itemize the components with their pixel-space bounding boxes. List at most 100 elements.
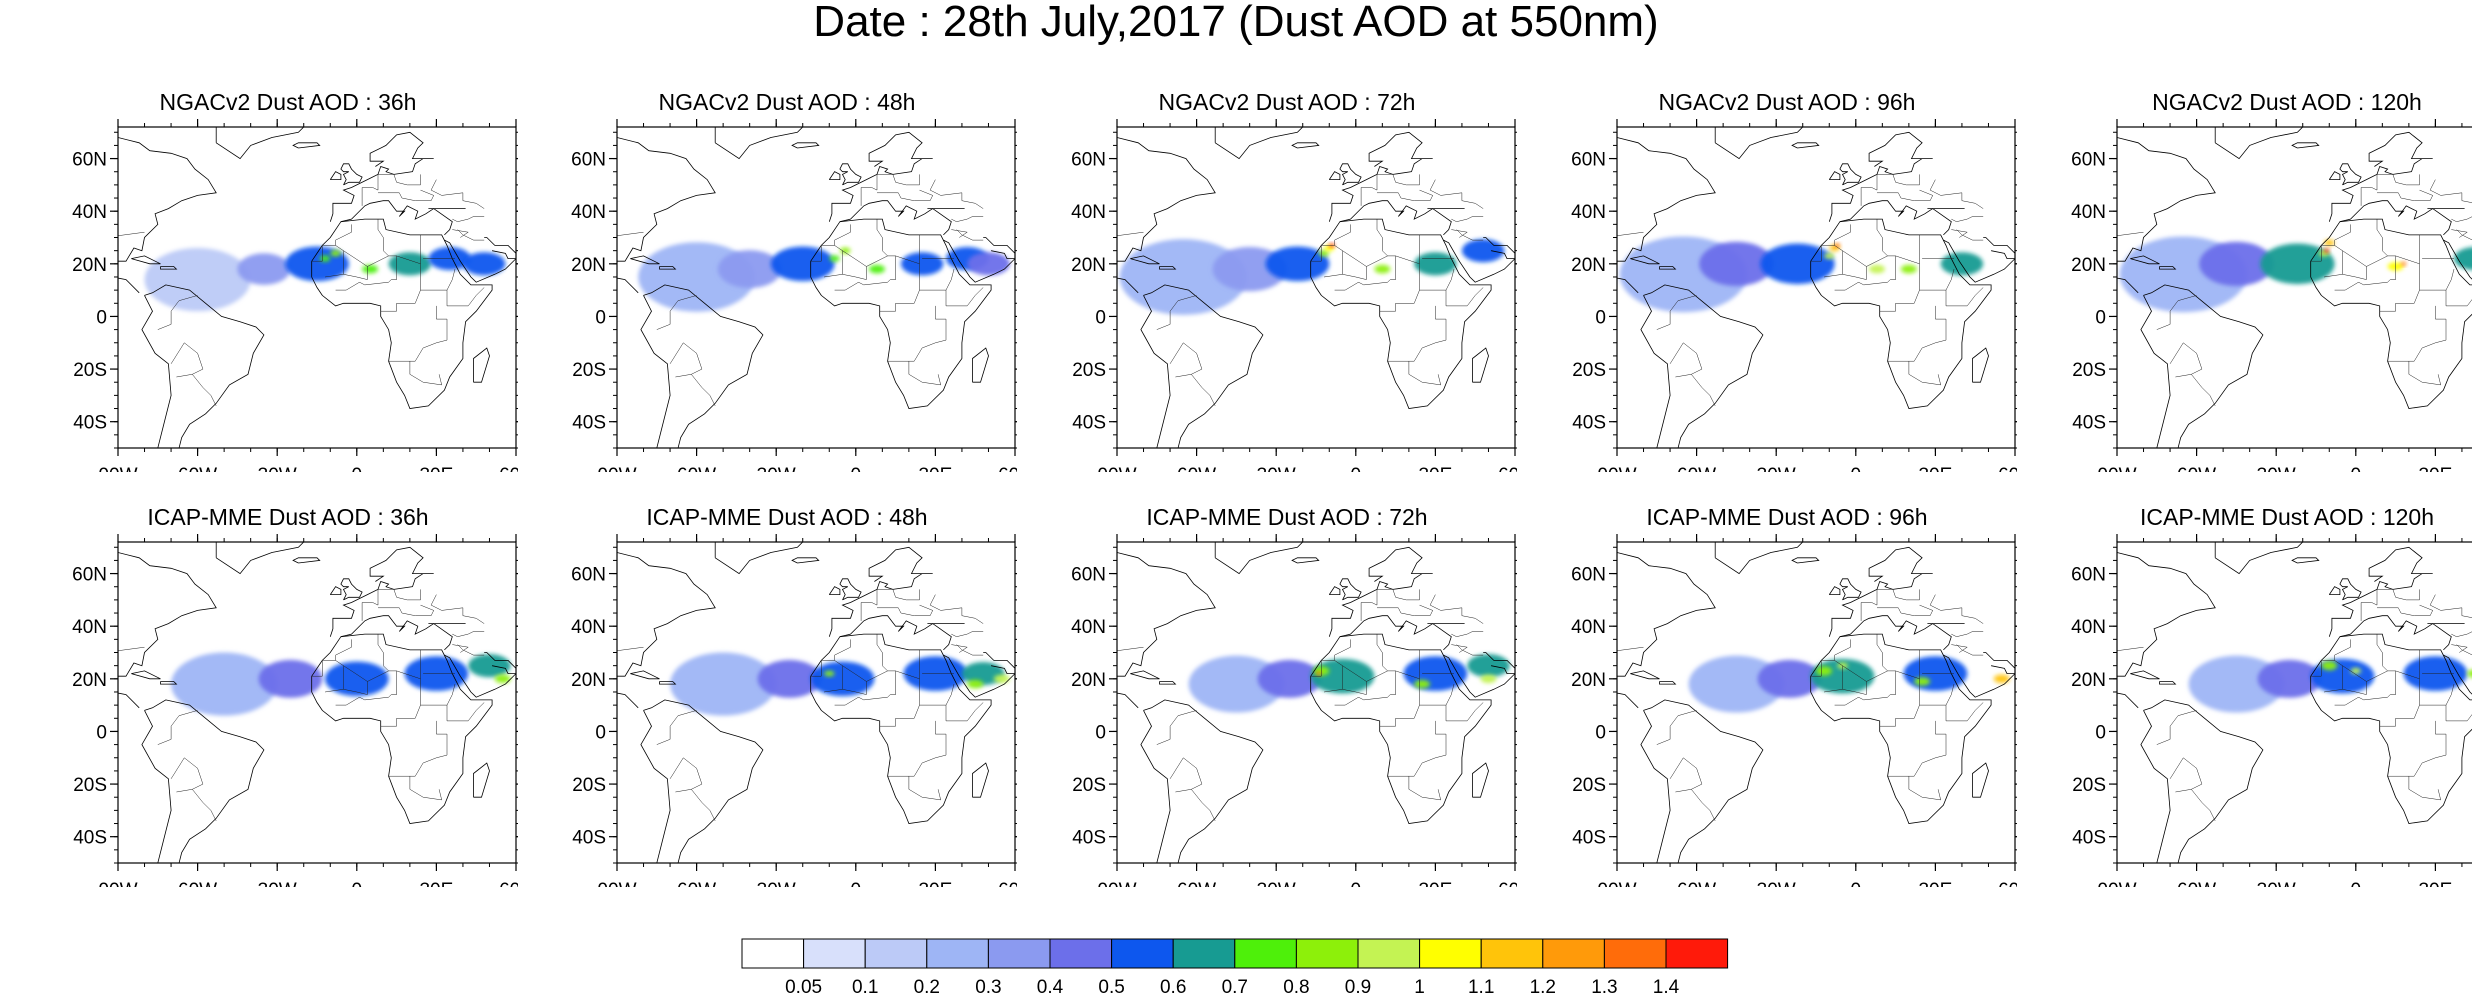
colorbar-label: 0.5 — [1098, 977, 1124, 995]
coastline — [630, 670, 660, 680]
country-border — [1377, 604, 1434, 616]
x-tick-label: 60W — [2177, 880, 2216, 887]
aod-plume — [2400, 261, 2407, 266]
country-border — [1929, 179, 1984, 209]
country-border — [1387, 234, 1420, 265]
country-border — [956, 229, 984, 241]
country-border — [1823, 660, 1843, 693]
y-tick-label: 60N — [1571, 150, 1606, 171]
aod-plume — [1869, 264, 1885, 274]
aod-plume — [1461, 239, 1505, 263]
coastline — [2159, 266, 2177, 270]
colorbar-label: 0.2 — [914, 977, 940, 995]
x-tick-label: 30E — [2418, 880, 2452, 887]
coastlines — [617, 127, 1015, 448]
coastline — [828, 171, 841, 180]
panel-title: NGACv2 Dust AOD : 120h — [2152, 89, 2422, 115]
country-border — [1951, 216, 1984, 222]
x-tick-label: 0 — [1851, 465, 1862, 472]
coastline — [329, 131, 434, 222]
country-border — [324, 660, 344, 693]
coastline — [1472, 762, 1489, 798]
coastline — [943, 239, 1015, 283]
coastline — [1828, 171, 1841, 180]
country-border — [1887, 649, 1920, 680]
y-tick-label: 20S — [1572, 360, 1606, 381]
y-tick-label: 60N — [2071, 565, 2106, 586]
y-tick-label: 0 — [1095, 307, 1106, 328]
coastline — [1943, 654, 2015, 698]
country-border — [1842, 266, 1867, 280]
coastline — [1339, 615, 1452, 651]
country-border — [929, 179, 984, 209]
coastline — [1443, 654, 1515, 698]
coastline — [1791, 557, 1820, 564]
aod-plume — [967, 252, 1010, 276]
country-border — [430, 179, 485, 209]
country-border — [1879, 263, 1920, 312]
country-border — [1379, 263, 1420, 312]
coastline — [329, 586, 342, 595]
y-tick-label: 40S — [572, 828, 606, 849]
coastline — [943, 654, 1015, 698]
x-tick-label: 90W — [1097, 465, 1136, 472]
country-border — [2445, 705, 2472, 722]
country-border — [2117, 646, 2144, 651]
country-border — [1951, 631, 1984, 637]
aod-plume — [258, 659, 323, 698]
borders — [2117, 589, 2472, 822]
coastline — [714, 127, 804, 160]
y-tick-label: 40N — [1571, 202, 1606, 223]
coastlines — [118, 127, 516, 448]
country-border — [2169, 757, 2203, 793]
country-border — [1310, 639, 1351, 677]
country-border — [929, 594, 984, 624]
aod-plume — [2453, 247, 2472, 270]
coastline — [131, 255, 161, 265]
coastlines — [2117, 127, 2472, 448]
country-border — [157, 295, 198, 330]
aod-plume — [1940, 252, 1984, 276]
map-svg: 90W 60W 30W 0 30E 60E 60N 40N 20N 0 20S 40S — [72, 534, 518, 887]
coastline — [1810, 218, 1992, 409]
country-border — [1877, 604, 1934, 616]
country-border — [1387, 305, 1447, 362]
country-border — [823, 660, 843, 693]
y-tick-label: 40S — [2072, 413, 2106, 434]
coastline — [340, 615, 453, 651]
panel-title: ICAP-MME Dust AOD : 36h — [147, 504, 429, 530]
country-border — [1334, 670, 1396, 706]
y-tick-label: 40N — [2071, 202, 2106, 223]
x-tick-label: 90W — [2097, 880, 2136, 887]
aod-plume — [2323, 239, 2335, 246]
country-border — [1887, 234, 1920, 265]
coastline — [2130, 670, 2160, 680]
y-tick-label: 20N — [1571, 255, 1606, 276]
aod-plume — [324, 661, 389, 697]
coastline — [292, 142, 321, 149]
country-border — [452, 631, 485, 637]
coastline — [311, 218, 493, 409]
colorbar: 0.05 0.1 0.2 0.3 0.4 0.5 0.6 0.7 0.8 0.9 1 1.1 1.2 1.… — [741, 938, 1729, 995]
y-tick-label: 20S — [73, 775, 107, 796]
country-border — [1908, 776, 1942, 801]
aod-plume — [717, 250, 782, 289]
country-border — [2323, 245, 2343, 278]
country-border — [2342, 266, 2367, 280]
colorbar-box — [926, 938, 989, 969]
country-border — [2408, 776, 2442, 801]
country-border — [2419, 684, 2455, 706]
country-border — [388, 305, 448, 362]
x-tick-label: 30E — [2418, 465, 2452, 472]
colorbar-label: 0.6 — [1160, 977, 1186, 995]
aod-plume — [1688, 655, 1785, 713]
y-tick-label: 60N — [1071, 565, 1106, 586]
coastline — [1828, 546, 1933, 637]
x-tick-label: 30W — [1757, 465, 1796, 472]
country-border — [1879, 678, 1920, 727]
panel-title: ICAP-MME Dust AOD : 120h — [2140, 504, 2434, 530]
country-border — [1557, 647, 1598, 663]
aod-plume — [1316, 671, 1322, 676]
country-border — [1956, 644, 1984, 656]
x-tick-label: 30W — [1757, 880, 1796, 887]
